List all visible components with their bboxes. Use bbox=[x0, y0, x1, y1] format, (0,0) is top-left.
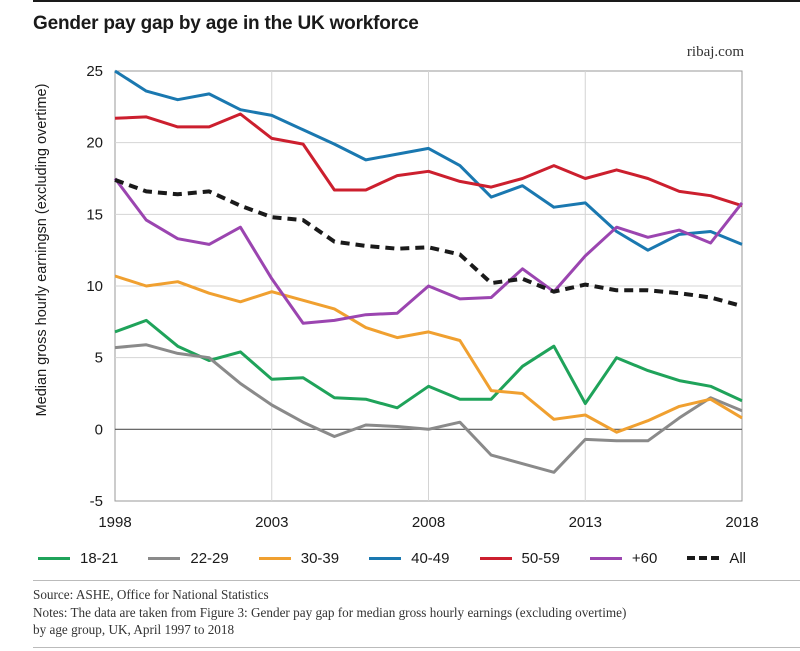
y-tick-label: 20 bbox=[86, 135, 103, 152]
legend-label: 40-49 bbox=[411, 549, 450, 567]
y-tick-label: 25 bbox=[86, 63, 103, 80]
x-tick-label: 2003 bbox=[255, 514, 288, 531]
notes-line-1: Notes: The data are taken from Figure 3:… bbox=[33, 604, 627, 620]
x-tick-label: 2018 bbox=[725, 514, 758, 531]
legend-label: 50-59 bbox=[521, 549, 560, 567]
series-line-all bbox=[114, 178, 743, 309]
legend-label: 30-39 bbox=[300, 549, 340, 567]
x-tick-label: 2008 bbox=[412, 514, 445, 531]
y-tick-label: 15 bbox=[86, 206, 103, 223]
x-tick-label: 1998 bbox=[98, 514, 131, 531]
x-tick-label: 2013 bbox=[569, 514, 602, 531]
legend-item: 50-59 bbox=[479, 549, 560, 567]
top-rule bbox=[33, 0, 800, 2]
legend-item: 18-21 bbox=[38, 550, 118, 567]
series-line-1821 bbox=[114, 318, 743, 410]
legend-label: 22-29 bbox=[190, 549, 229, 567]
legend-swatch bbox=[589, 556, 622, 560]
y-tick-label: -5 bbox=[90, 493, 103, 510]
legend-item: 22-29 bbox=[148, 549, 229, 567]
legend-label: +60 bbox=[631, 549, 658, 567]
y-tick-label: 0 bbox=[95, 421, 103, 438]
notes-bottom-rule bbox=[33, 647, 800, 648]
legend-swatch bbox=[258, 556, 291, 560]
legend-swatch bbox=[687, 556, 720, 560]
source-tag: ribaj.com bbox=[686, 44, 744, 60]
series-line-4049 bbox=[114, 69, 743, 252]
notes: Source: ASHE, Office for National Statis… bbox=[33, 586, 783, 639]
legend-swatch bbox=[38, 556, 70, 560]
y-tick-label: 10 bbox=[86, 278, 103, 295]
legend-item: All bbox=[687, 550, 746, 567]
series-line-60 bbox=[113, 177, 744, 325]
source-note: Source: ASHE, Office for National Statis… bbox=[33, 587, 269, 602]
notes-divider bbox=[33, 580, 800, 581]
legend-swatch bbox=[369, 556, 402, 560]
legend-swatch bbox=[148, 556, 181, 560]
series-line-3039 bbox=[114, 274, 743, 434]
legend-item: 40-49 bbox=[369, 549, 450, 567]
series-line-5059 bbox=[114, 112, 743, 208]
legend-item: +60 bbox=[589, 549, 658, 567]
y-tick-label: 5 bbox=[95, 350, 103, 367]
legend-label: All bbox=[729, 549, 746, 567]
chart-title: Gender pay gap by age in the UK workforc… bbox=[33, 13, 419, 34]
notes-line-2: by age group, UK, April 1997 to 2018 bbox=[33, 622, 235, 637]
legend-label: 18-21 bbox=[80, 549, 119, 567]
series-line-2229 bbox=[114, 343, 743, 474]
legend: 18-21 22-29 30-39 40-49 50-59 +60 All bbox=[38, 546, 746, 570]
line-chart: 25 20 15 10 5 0 -5 1998 2003 2008 2013 2018 bbox=[86, 63, 758, 531]
legend-swatch bbox=[479, 556, 512, 560]
legend-item: 30-39 bbox=[258, 549, 340, 567]
